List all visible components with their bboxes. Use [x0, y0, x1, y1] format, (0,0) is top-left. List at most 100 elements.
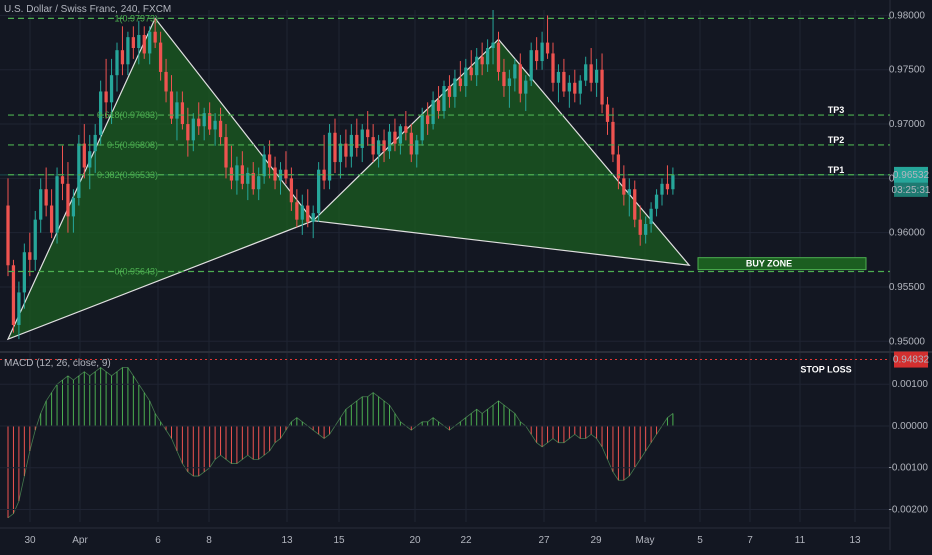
last-price-value: 0.96532 — [893, 170, 930, 181]
candle-body — [524, 80, 528, 94]
price-tick-label: 0.95500 — [889, 282, 926, 293]
stop-loss-tag — [894, 351, 928, 368]
macd-tick-label: -0.00200 — [889, 504, 929, 515]
fib-level-label: 1(0.97973) — [114, 13, 158, 23]
time-tick-label: 11 — [795, 535, 806, 546]
macd-tick-label: 0.00100 — [892, 379, 929, 390]
candle-body — [638, 219, 642, 235]
time-tick-label: May — [636, 535, 655, 546]
candle-body — [44, 189, 48, 206]
price-tick-label: 0.97500 — [889, 65, 926, 76]
candle-body — [66, 183, 70, 217]
candle-body — [349, 134, 353, 157]
time-tick-label: 6 — [155, 535, 161, 546]
candle-body — [496, 42, 501, 72]
candle-body — [33, 219, 37, 260]
candle-body — [49, 205, 54, 233]
macd-tick-label: -0.00100 — [889, 463, 929, 474]
candle-body — [409, 132, 413, 155]
chart-title: U.S. Dollar / Swiss Franc, 240, FXCM — [4, 4, 172, 15]
time-tick-label: 22 — [460, 535, 472, 546]
macd-envelope-line — [7, 367, 674, 519]
candle-body — [644, 223, 648, 235]
candle-body — [366, 129, 370, 138]
time-tick-label: 5 — [697, 535, 703, 546]
price-tick-label: 0.95000 — [889, 336, 926, 347]
stop-loss-label: STOP LOSS — [800, 365, 851, 375]
candle-body — [485, 48, 490, 65]
fib-level-label: 0.618(0.97083) — [97, 110, 158, 120]
candle-body — [131, 37, 135, 49]
candle-body — [208, 113, 212, 130]
candle-body — [224, 137, 228, 168]
candle-body — [562, 71, 566, 92]
time-tick-label: 8 — [206, 535, 212, 546]
candle-body — [284, 169, 288, 179]
candle-body — [300, 205, 304, 220]
candle-body — [540, 42, 544, 62]
candle-body — [197, 118, 201, 127]
candle-body — [164, 71, 168, 92]
candle-body — [6, 205, 10, 266]
candle-body — [77, 143, 81, 198]
candle-body — [333, 132, 337, 163]
candle-body — [660, 183, 664, 195]
candle-body — [431, 100, 435, 125]
candle-body — [71, 197, 76, 217]
candle-body — [344, 143, 348, 157]
candle-body — [502, 71, 506, 87]
candle-body — [180, 102, 185, 125]
countdown-tag — [894, 182, 928, 197]
candle-body — [327, 132, 332, 181]
price-tick-label: 0.97000 — [889, 119, 926, 130]
candle-body — [273, 167, 277, 181]
candle-body — [55, 176, 59, 233]
candle-body — [295, 202, 299, 220]
candle-body — [186, 124, 190, 141]
candle-body — [633, 189, 637, 220]
time-tick-label: 7 — [747, 535, 753, 546]
candle-body — [518, 64, 522, 94]
candle-body — [251, 172, 255, 190]
candle-body — [175, 102, 179, 119]
candle-body — [622, 178, 626, 195]
candle-body — [464, 67, 468, 87]
candle-body — [491, 42, 495, 49]
time-tick-label: 29 — [590, 535, 602, 546]
stop-loss-value: 0.94832 — [893, 355, 930, 366]
candle-body — [158, 42, 163, 72]
candle-body — [153, 31, 157, 43]
countdown-value: 03:25:31 — [892, 185, 931, 196]
candle-body — [535, 50, 539, 62]
candle-body — [229, 167, 234, 181]
candle-body — [567, 82, 571, 92]
candle-body — [649, 208, 653, 224]
candle-body — [420, 115, 424, 141]
candle-body — [556, 71, 561, 83]
candle-body — [109, 75, 114, 103]
time-tick-label: Apr — [72, 535, 88, 546]
macd-tick-label: 0.00000 — [892, 421, 929, 432]
candle-body — [671, 175, 675, 190]
candle-body — [393, 131, 397, 144]
candle-body — [453, 78, 457, 97]
candle-body — [235, 165, 239, 181]
candle-body — [665, 183, 670, 190]
candle-body — [654, 194, 659, 209]
candle-body — [17, 292, 21, 326]
candle-body — [202, 113, 206, 127]
candle-body — [360, 129, 364, 148]
candle-body — [126, 37, 130, 65]
time-tick-label: 30 — [24, 535, 36, 546]
fib-level-label: 0(0.95643) — [114, 266, 158, 276]
candle-body — [458, 78, 462, 87]
candle-body — [317, 169, 321, 214]
candle-body — [148, 31, 152, 54]
candle-body — [311, 213, 315, 222]
time-tick-label: 27 — [538, 535, 550, 546]
candle-body — [578, 80, 582, 94]
candle-body — [11, 265, 16, 326]
candle-body — [605, 104, 610, 122]
